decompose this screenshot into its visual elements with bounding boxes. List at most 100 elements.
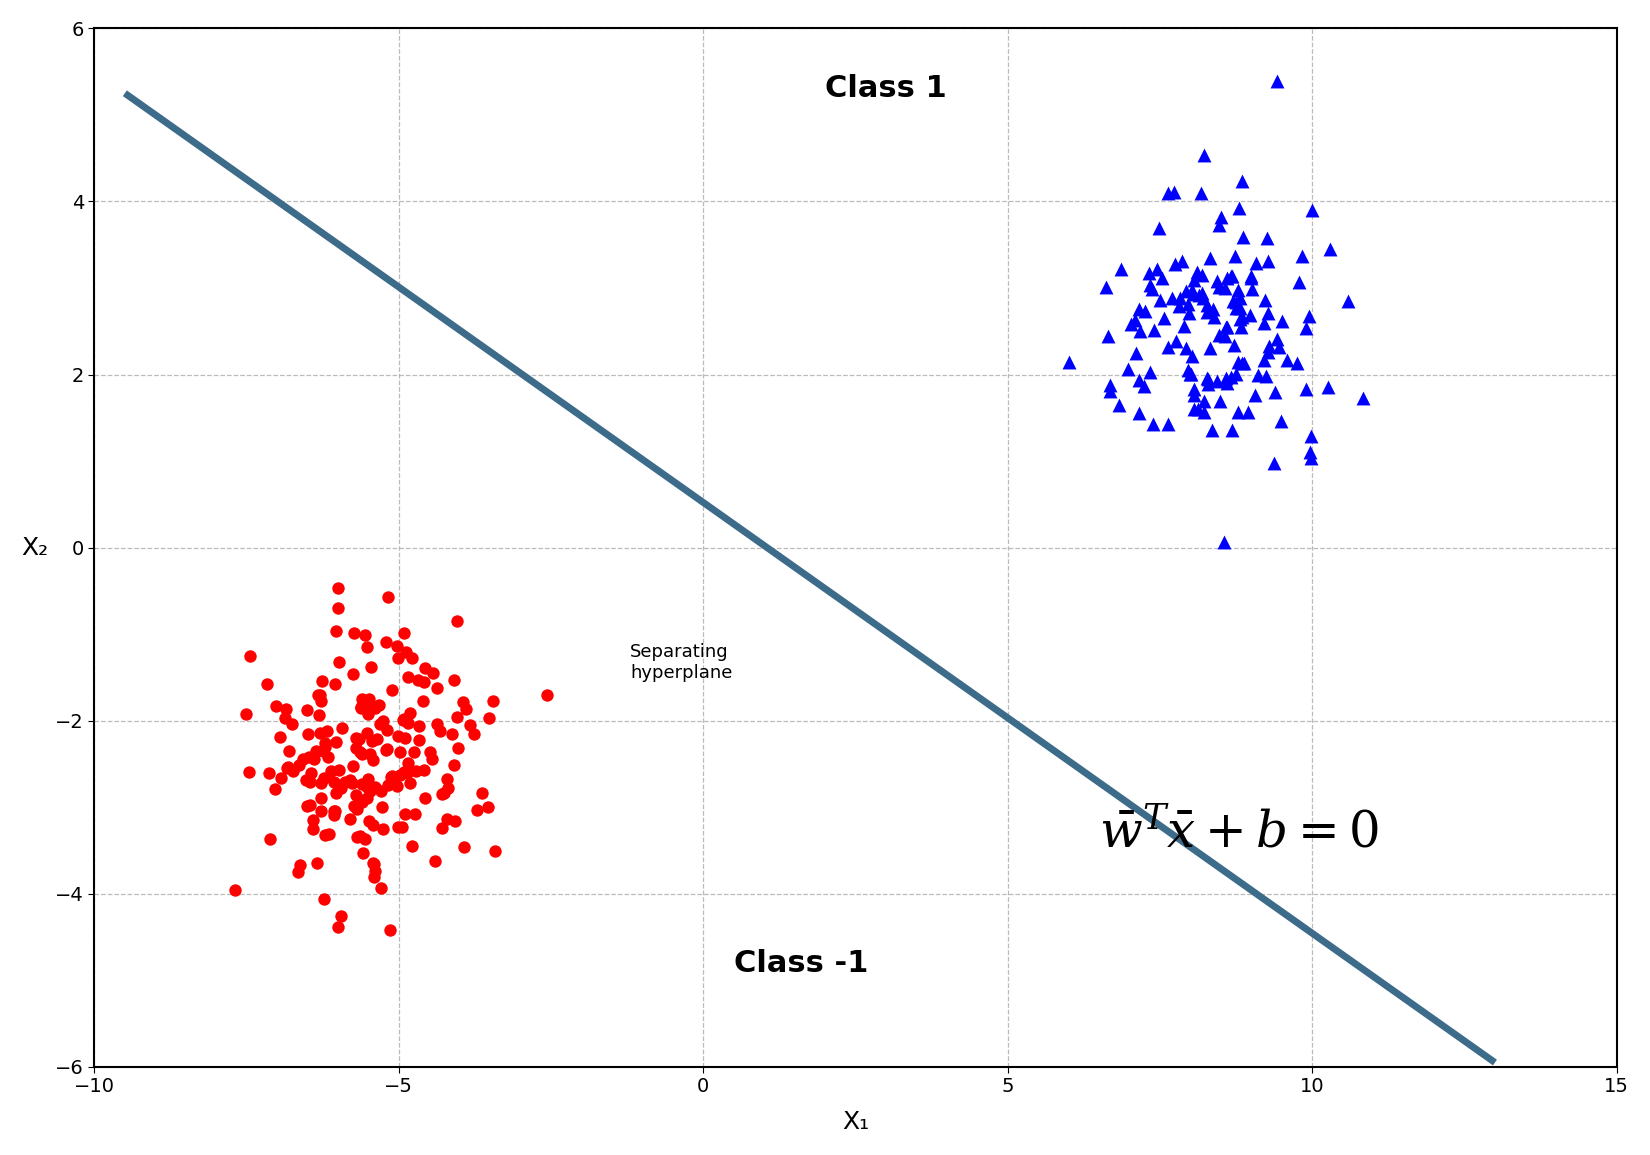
Point: [312, 738, 338, 757]
Point: [1350, 388, 1376, 407]
Point: [322, 676, 348, 694]
Point: [292, 770, 318, 789]
Point: [1224, 281, 1251, 299]
Point: [356, 696, 383, 715]
Point: [272, 700, 299, 718]
Point: [314, 722, 340, 740]
Point: [429, 819, 455, 837]
Point: [276, 758, 302, 776]
Point: [1252, 367, 1279, 386]
Point: [332, 773, 358, 791]
Point: [386, 743, 412, 761]
Point: [360, 731, 386, 750]
Point: [427, 722, 454, 740]
Point: [384, 728, 411, 746]
Point: [1229, 228, 1256, 246]
Point: [396, 703, 422, 722]
Point: [1200, 299, 1226, 318]
Point: [1130, 377, 1157, 395]
Point: [262, 696, 289, 715]
Point: [1294, 319, 1320, 337]
Point: [322, 802, 348, 820]
Point: [305, 686, 332, 705]
Point: [328, 907, 355, 925]
Point: [322, 802, 348, 820]
Point: [343, 739, 370, 758]
Point: [266, 728, 292, 746]
Point: [1246, 366, 1272, 385]
Point: [1226, 299, 1252, 318]
Point: [348, 690, 375, 708]
Point: [391, 729, 417, 747]
Point: [1188, 185, 1214, 203]
Point: [464, 802, 490, 820]
Point: [452, 700, 478, 718]
Point: [360, 751, 386, 769]
Point: [360, 854, 386, 872]
Text: Separating
hyperplane: Separating hyperplane: [630, 643, 733, 681]
Point: [1269, 312, 1295, 330]
Point: [368, 798, 394, 817]
Point: [287, 856, 314, 874]
Point: [1206, 392, 1233, 410]
Point: [1206, 216, 1233, 234]
Point: [457, 715, 483, 733]
Point: [1173, 340, 1200, 358]
Point: [444, 611, 470, 629]
Point: [384, 777, 411, 796]
Point: [1147, 291, 1173, 310]
Point: [361, 867, 388, 886]
Point: [1190, 289, 1216, 307]
Point: [315, 748, 342, 767]
Point: [297, 773, 323, 791]
Point: [1176, 365, 1203, 383]
Point: [267, 768, 294, 787]
Point: [394, 668, 421, 686]
Point: [307, 686, 333, 705]
Point: [419, 750, 446, 768]
Point: [1190, 403, 1216, 422]
Point: [1119, 314, 1145, 333]
Point: [1155, 415, 1181, 433]
Point: [1211, 280, 1238, 298]
Point: [422, 851, 449, 870]
Point: [1239, 280, 1266, 298]
Point: [1213, 318, 1239, 336]
Point: [393, 642, 419, 661]
Point: [1266, 337, 1292, 356]
Point: [350, 745, 376, 763]
Point: [1173, 282, 1200, 300]
Point: [1115, 360, 1142, 379]
Point: [346, 730, 373, 748]
Point: [1223, 293, 1249, 312]
Point: [1137, 363, 1163, 381]
Point: [1170, 316, 1196, 335]
Point: [366, 696, 393, 715]
Point: [434, 780, 460, 798]
Point: [223, 880, 249, 899]
Point: [441, 757, 467, 775]
Point: [375, 721, 401, 739]
Point: [1317, 240, 1343, 259]
Point: [1211, 532, 1238, 551]
Point: [307, 774, 333, 792]
Point: [1219, 291, 1246, 310]
Point: [1162, 255, 1188, 274]
Point: [1214, 268, 1241, 286]
Point: [411, 658, 437, 677]
Point: [294, 701, 320, 720]
Point: [1256, 336, 1282, 355]
Point: [1181, 271, 1208, 290]
Point: [325, 918, 351, 937]
Point: [1137, 263, 1163, 282]
Point: [460, 724, 487, 743]
Point: [1299, 426, 1325, 445]
Point: [434, 770, 460, 789]
Point: [1175, 362, 1201, 380]
Point: [310, 889, 337, 908]
Point: [238, 647, 264, 665]
Point: [1297, 444, 1323, 462]
Point: [1213, 373, 1239, 392]
Point: [482, 842, 508, 860]
Point: [386, 766, 412, 784]
